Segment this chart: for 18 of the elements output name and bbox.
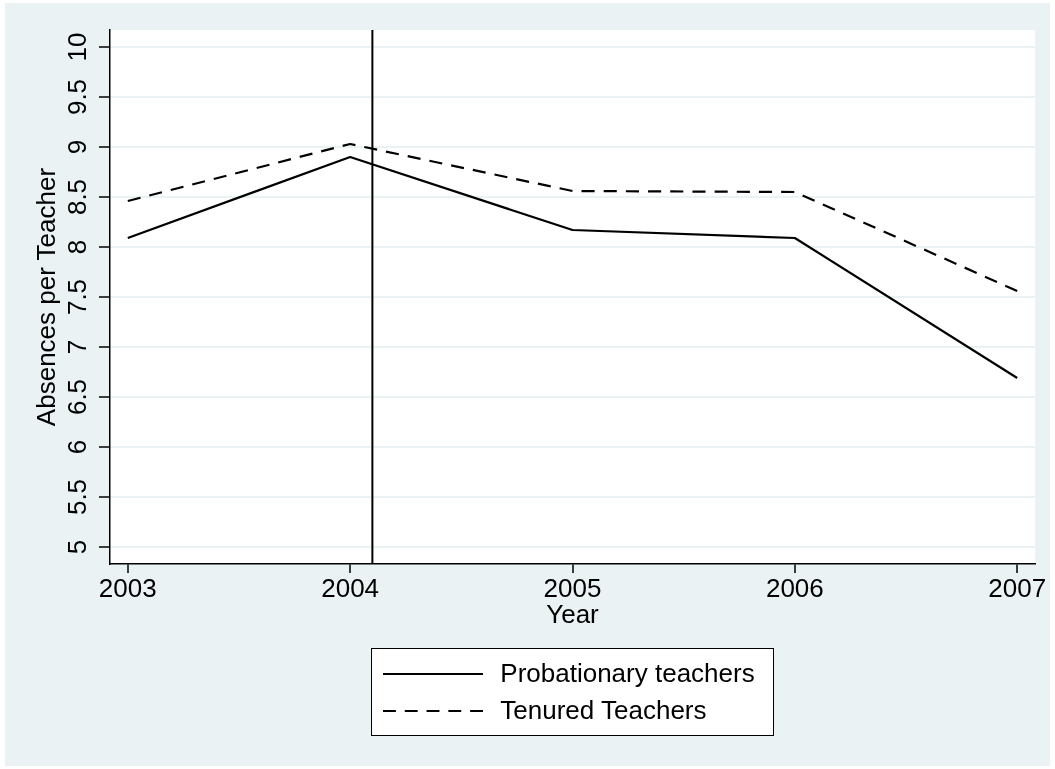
y-tick-label: 8: [62, 239, 93, 255]
y-tick-label: 7: [62, 339, 93, 355]
legend-label: Probationary teachers: [500, 658, 755, 689]
y-tick-label: 5.5: [62, 478, 93, 516]
y-tick-label: 6.5: [62, 378, 93, 416]
y-tick-label: 5: [62, 539, 93, 555]
x-tick-label: 2004: [321, 572, 380, 603]
y-tick-label: 9: [62, 139, 93, 155]
y-tick-label: 9.5: [62, 78, 93, 116]
y-tick-label: 7.5: [62, 278, 93, 316]
x-tick-label: 2003: [98, 572, 157, 603]
x-tick-label: 2007: [988, 572, 1047, 603]
y-tick-label: 6: [62, 439, 93, 455]
y-tick-label: 10: [62, 32, 93, 62]
legend-label: Tenured Teachers: [500, 695, 707, 726]
y-tick-label: 8.5: [62, 178, 93, 216]
y-axis-title: Absences per Teacher: [30, 167, 61, 427]
x-tick-label: 2006: [765, 572, 824, 603]
